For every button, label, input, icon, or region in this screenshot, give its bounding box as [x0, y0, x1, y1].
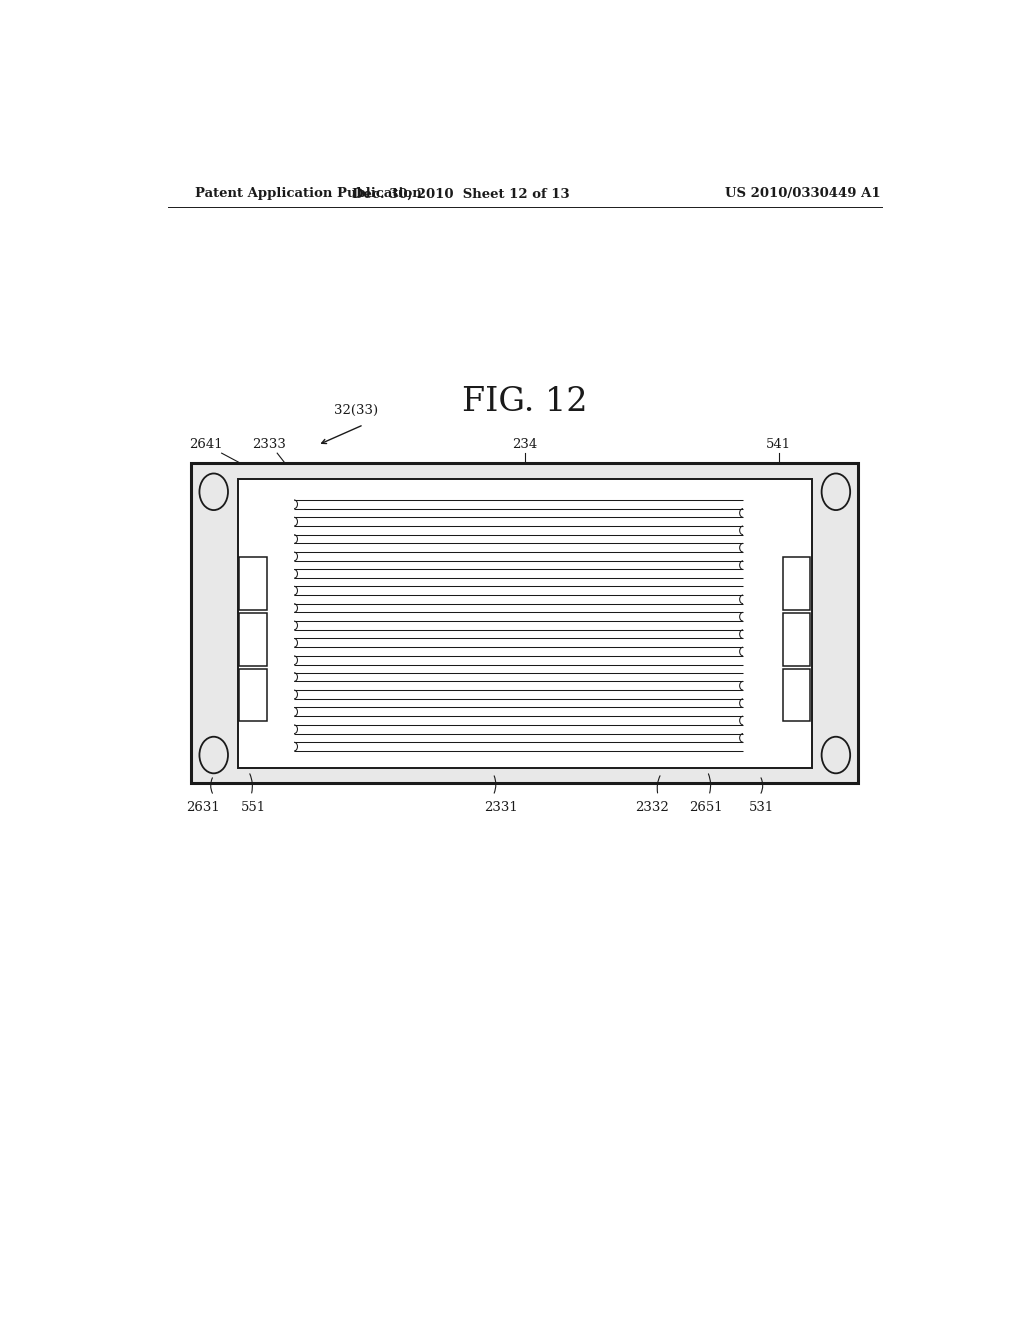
Text: 2651: 2651	[689, 801, 723, 813]
Text: US 2010/0330449 A1: US 2010/0330449 A1	[725, 187, 881, 201]
Text: FIG. 12: FIG. 12	[462, 387, 588, 418]
Bar	[238, 479, 812, 768]
Bar	[191, 463, 858, 784]
Bar	[782, 669, 811, 722]
Text: 2631: 2631	[186, 801, 220, 813]
Bar	[782, 557, 811, 610]
Text: 2333: 2333	[252, 438, 286, 451]
Bar	[240, 557, 267, 610]
Text: 531: 531	[749, 801, 774, 813]
Text: 551: 551	[241, 801, 266, 813]
Bar	[240, 612, 267, 665]
Text: 2641: 2641	[189, 438, 222, 451]
Text: 541: 541	[766, 438, 792, 451]
Bar	[240, 669, 267, 722]
Text: 234: 234	[512, 438, 538, 451]
Text: Dec. 30, 2010  Sheet 12 of 13: Dec. 30, 2010 Sheet 12 of 13	[352, 187, 570, 201]
Text: 2331: 2331	[484, 801, 518, 813]
Text: Patent Application Publication: Patent Application Publication	[196, 187, 422, 201]
Bar	[782, 612, 811, 665]
Text: 2332: 2332	[635, 801, 669, 813]
Text: 32(33): 32(33)	[334, 404, 378, 417]
